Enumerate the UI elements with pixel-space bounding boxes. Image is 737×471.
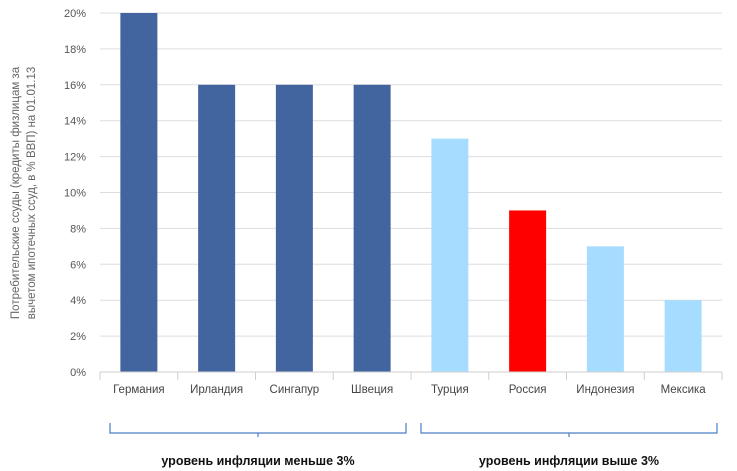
bar-1 xyxy=(120,13,158,372)
y-tick-label: 2% xyxy=(70,331,86,343)
category-label: Швеция xyxy=(351,384,393,396)
bar-3 xyxy=(275,84,313,373)
bar-5 xyxy=(431,138,469,372)
category-labels: Германия Ирландия Сингапур Швеция Турция Росс… xyxy=(113,384,706,396)
y-axis-label: Потребительские ссуды (кредиты физлицам … xyxy=(10,66,38,319)
y-tick-label: 8% xyxy=(70,223,86,235)
bar-7 xyxy=(586,246,624,372)
bars xyxy=(120,13,702,373)
bar-8 xyxy=(664,300,702,372)
y-tick-label: 12% xyxy=(64,152,86,164)
inflation-groups: уровень инфляции меньше 3% уровень инфляц… xyxy=(109,423,718,468)
y-tick-label: 16% xyxy=(64,80,86,92)
bar-2 xyxy=(198,84,236,373)
x-axis xyxy=(99,371,723,380)
group-brace xyxy=(420,423,718,437)
y-tick-label: 18% xyxy=(64,44,86,56)
category-label: Ирландия xyxy=(190,384,243,396)
y-tick-labels: 0% 2% 4% 6% 8% 10% 12% 14% 16% 18% 20% xyxy=(64,8,86,379)
category-label: Индонезия xyxy=(576,384,634,396)
bar-6 xyxy=(509,210,547,372)
category-label: Германия xyxy=(113,384,165,396)
y-axis-label-line-1: Потребительские ссуды (кредиты физлицам … xyxy=(10,66,22,319)
category-label: Мексика xyxy=(661,384,707,396)
y-tick-label: 6% xyxy=(70,259,86,271)
category-label: Турция xyxy=(431,384,469,396)
group-label: уровень инфляции выше 3% xyxy=(479,454,659,468)
category-label: Россия xyxy=(509,384,547,396)
bar-4 xyxy=(353,84,391,373)
group-label: уровень инфляции меньше 3% xyxy=(161,454,354,468)
gridlines xyxy=(100,12,722,373)
y-tick-label: 4% xyxy=(70,295,86,307)
category-label: Сингапур xyxy=(270,384,320,396)
group-brace xyxy=(109,423,407,437)
y-axis-label-line-2: вычетом ипотечных ссуд, в % ВВП) на 01.0… xyxy=(26,67,38,320)
y-tick-label: 20% xyxy=(64,8,86,20)
y-tick-label: 14% xyxy=(64,116,86,128)
y-tick-label: 10% xyxy=(64,188,86,200)
y-tick-label: 0% xyxy=(70,367,86,379)
